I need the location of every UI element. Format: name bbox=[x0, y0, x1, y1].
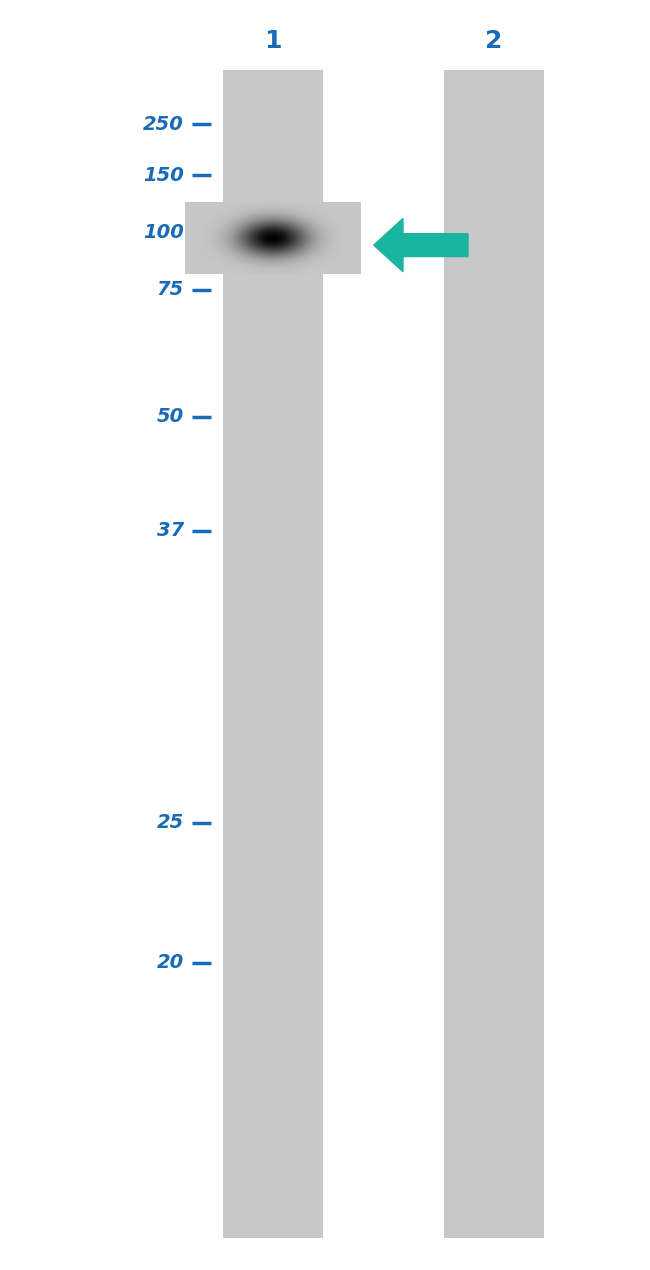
Text: 37: 37 bbox=[157, 522, 184, 540]
FancyArrow shape bbox=[374, 218, 468, 272]
Text: 75: 75 bbox=[157, 281, 184, 298]
Text: 150: 150 bbox=[143, 166, 184, 184]
Text: 20: 20 bbox=[157, 954, 184, 972]
Text: 100: 100 bbox=[143, 224, 184, 241]
Text: 2: 2 bbox=[486, 29, 502, 52]
Bar bbox=[443, 70, 545, 1238]
Text: 25: 25 bbox=[157, 814, 184, 832]
Text: 1: 1 bbox=[265, 29, 281, 52]
Text: 250: 250 bbox=[143, 116, 184, 133]
Bar bbox=[222, 70, 323, 1238]
Text: 50: 50 bbox=[157, 408, 184, 425]
